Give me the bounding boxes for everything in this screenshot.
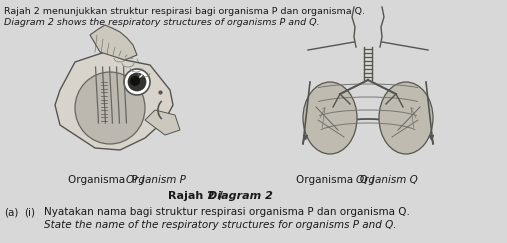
Polygon shape [145, 110, 180, 135]
Text: Nyatakan nama bagi struktur respirasi organisma P dan organisma Q.: Nyatakan nama bagi struktur respirasi or… [44, 207, 410, 217]
Text: Diagram 2: Diagram 2 [208, 191, 273, 201]
Text: Diagram 2 shows the respiratory structures of organisms P and Q.: Diagram 2 shows the respiratory structur… [4, 18, 319, 27]
Text: Organism P: Organism P [126, 175, 186, 185]
Circle shape [130, 76, 140, 86]
Ellipse shape [379, 82, 433, 154]
Text: (i): (i) [24, 207, 35, 217]
Polygon shape [90, 25, 137, 60]
Text: Rajah 2 /: Rajah 2 / [168, 191, 227, 201]
Text: Organism Q: Organism Q [356, 175, 418, 185]
Ellipse shape [303, 82, 357, 154]
Polygon shape [55, 52, 173, 150]
Text: (a): (a) [4, 207, 18, 217]
Text: State the name of the respiratory structures for organisms P and Q.: State the name of the respiratory struct… [44, 220, 396, 230]
Text: Organisma  P /: Organisma P / [68, 175, 148, 185]
Text: Rajah 2 menunjukkan struktur respirasi bagi organisma P dan organisma Q.: Rajah 2 menunjukkan struktur respirasi b… [4, 7, 365, 16]
Ellipse shape [75, 72, 145, 144]
Text: Organisma  Q /: Organisma Q / [296, 175, 378, 185]
Circle shape [124, 69, 150, 95]
Circle shape [128, 73, 146, 91]
